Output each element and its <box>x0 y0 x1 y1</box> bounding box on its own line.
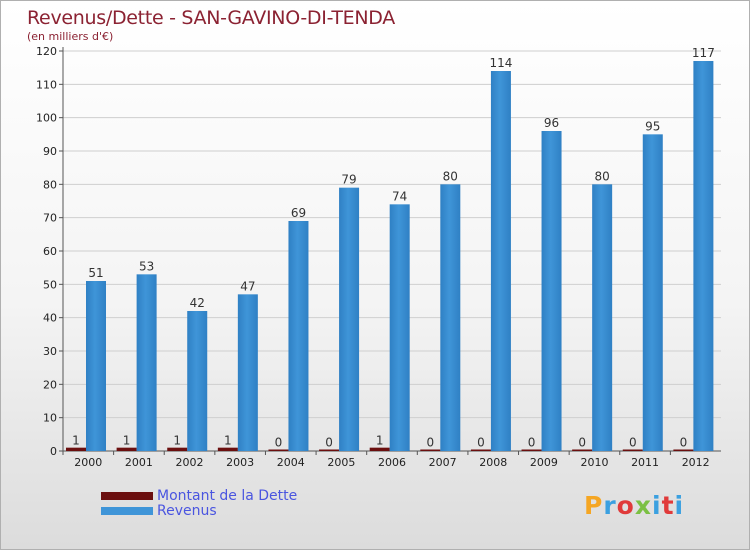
x-tick-label: 2007 <box>429 456 457 469</box>
y-tick-label: 80 <box>43 178 57 191</box>
logo-letter: P <box>584 491 604 520</box>
y-tick-label: 60 <box>43 245 57 258</box>
bar-revenus <box>440 184 461 452</box>
data-label-revenus: 95 <box>645 119 660 133</box>
data-label-revenus: 96 <box>544 116 559 130</box>
bar-revenus <box>490 71 511 451</box>
data-label-dette: 0 <box>680 436 688 450</box>
chart-title: Revenus/Dette - SAN-GAVINO-DI-TENDA <box>27 7 395 29</box>
logo-letter: i <box>674 491 685 520</box>
logo-letter: o <box>616 491 635 520</box>
bar-revenus <box>592 184 613 452</box>
y-tick-label: 30 <box>43 345 57 358</box>
bar-dette <box>319 449 340 451</box>
bar-dette <box>66 447 86 451</box>
y-tick-label: 40 <box>43 312 57 325</box>
data-label-revenus: 47 <box>240 279 255 293</box>
bar-revenus <box>288 221 309 451</box>
logo-letter: r <box>603 491 617 520</box>
legend-swatch-revenus <box>101 506 153 515</box>
bar-dette <box>369 447 390 451</box>
bar-dette <box>521 449 542 451</box>
logo-letter: i <box>652 491 662 520</box>
y-tick-label: 20 <box>43 378 57 391</box>
bar-revenus <box>136 274 157 451</box>
data-label-dette: 0 <box>578 436 586 450</box>
y-tick-label: 100 <box>36 112 57 125</box>
bar-revenus <box>541 131 562 451</box>
x-tick-label: 2008 <box>479 456 507 469</box>
bar-dette <box>217 447 238 451</box>
bar-revenus <box>389 204 410 451</box>
bar-dette <box>572 449 593 451</box>
y-tick-label: 0 <box>50 445 57 458</box>
x-tick-label: 2006 <box>378 456 406 469</box>
data-label-revenus: 74 <box>392 189 407 203</box>
data-label-dette: 0 <box>528 436 536 450</box>
bar-dette <box>420 449 441 451</box>
bar-dette <box>268 449 289 451</box>
data-label-dette: 0 <box>275 436 283 450</box>
bar-dette <box>622 449 643 451</box>
data-label-dette: 0 <box>325 436 333 450</box>
legend-label-dette: Montant de la Dette <box>157 487 298 504</box>
data-label-revenus: 117 <box>692 46 715 60</box>
bar-dette <box>673 449 694 451</box>
y-tick-label: 90 <box>43 145 57 158</box>
bar-revenus <box>339 187 360 451</box>
bar-dette <box>116 447 137 451</box>
data-label-dette: 1 <box>224 434 232 448</box>
legend: Montant de la Dette Revenus <box>101 487 298 519</box>
data-label-revenus: 80 <box>595 169 610 183</box>
y-tick-label: 50 <box>43 278 57 291</box>
data-label-revenus: 79 <box>341 173 356 187</box>
data-label-dette: 1 <box>376 434 384 448</box>
x-tick-label: 2010 <box>580 456 608 469</box>
y-tick-label: 70 <box>43 212 57 225</box>
bar-revenus <box>187 311 208 451</box>
legend-label-revenus: Revenus <box>157 502 217 519</box>
logo-letter: x <box>634 491 652 520</box>
data-label-revenus: 69 <box>291 206 306 220</box>
bar-revenus <box>642 134 663 452</box>
legend-swatch-dette <box>101 491 153 500</box>
data-label-dette: 0 <box>477 436 485 450</box>
data-label-dette: 0 <box>426 436 434 450</box>
legend-item-dette: Montant de la Dette <box>101 487 298 504</box>
y-tick-label: 120 <box>36 45 57 58</box>
data-label-dette: 1 <box>173 434 181 448</box>
x-tick-label: 2009 <box>530 456 558 469</box>
x-tick-label: 2001 <box>125 456 153 469</box>
data-label-revenus: 114 <box>489 56 512 70</box>
chart-subtitle: (en milliers d'€) <box>27 30 114 43</box>
data-label-revenus: 53 <box>139 259 154 273</box>
data-label-dette: 1 <box>123 434 131 448</box>
x-tick-label: 2000 <box>74 456 102 469</box>
proxiti-logo: Proxiti <box>584 491 684 520</box>
x-tick-label: 2004 <box>277 456 305 469</box>
logo-letter: t <box>661 491 675 520</box>
x-tick-label: 2002 <box>176 456 204 469</box>
bar-dette <box>167 447 188 451</box>
x-tick-label: 2011 <box>631 456 659 469</box>
y-tick-label: 10 <box>43 412 57 425</box>
bar-revenus <box>237 294 258 451</box>
data-label-dette: 1 <box>72 434 80 448</box>
data-label-revenus: 51 <box>88 266 103 280</box>
data-label-revenus: 42 <box>190 296 205 310</box>
bar-revenus <box>693 61 714 451</box>
y-tick-label: 110 <box>36 78 57 91</box>
bar-revenus <box>86 281 106 451</box>
data-label-revenus: 80 <box>443 169 458 183</box>
data-label-dette: 0 <box>629 436 637 450</box>
x-tick-label: 2012 <box>682 456 710 469</box>
x-tick-label: 2005 <box>327 456 355 469</box>
bar-dette <box>470 449 491 451</box>
x-tick-label: 2003 <box>226 456 254 469</box>
legend-item-revenus: Revenus <box>101 502 297 519</box>
